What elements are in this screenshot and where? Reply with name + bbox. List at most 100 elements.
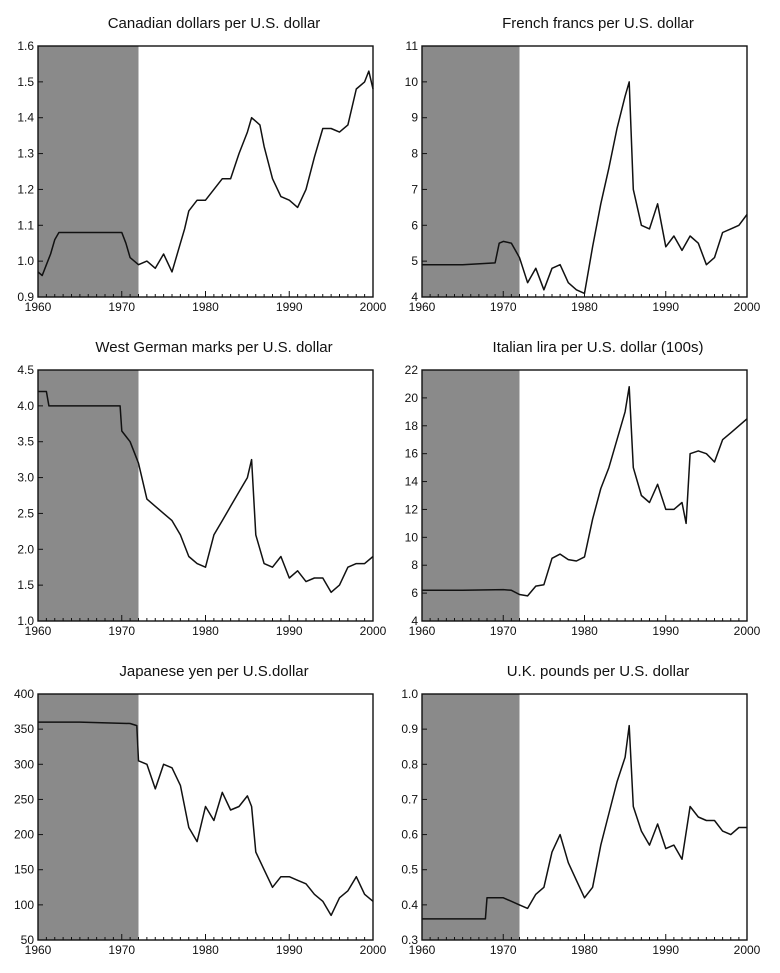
chart-svg: 50 100 150 200 250 300 350 400 1960 1970 1980 1990 2… [14, 687, 387, 957]
shaded-region [38, 370, 139, 621]
chart-title: Italian lira per U.S. dollar (100s) [492, 339, 704, 356]
y-tick-label: 1.1 [17, 218, 34, 232]
y-tick-label: 1.0 [17, 254, 34, 268]
y-tick-label: 7 [411, 182, 418, 196]
y-tick-label: 50 [21, 933, 35, 947]
y-tick-label: 0.9 [401, 722, 418, 736]
chart-panel-dem: West German marks per U.S. dollar 1.0 1.5… [0, 324, 390, 648]
y-tick-label: 10 [405, 75, 419, 89]
chart-panel-frf: French francs per U.S. dollar 4 5 6 7 8 9 10 11… [390, 0, 780, 324]
chart-panel-cad: Canadian dollars per U.S. dollar 0.9 1.0 1… [0, 0, 390, 324]
y-tick-label: 4 [411, 614, 418, 628]
chart-svg: 1.0 1.5 2.0 2.5 3.0 3.5 4.0 4.5 1960 1970 1980 1990… [17, 363, 387, 638]
x-tick-label: 2000 [734, 943, 761, 957]
x-tick-label: 1980 [571, 943, 598, 957]
x-tick-label: 1990 [652, 624, 679, 638]
x-tick-label: 1960 [25, 943, 52, 957]
y-tick-label: 20 [405, 391, 419, 405]
y-tick-label: 150 [14, 863, 34, 877]
chart-title: French francs per U.S. dollar [502, 15, 694, 32]
y-tick-label: 2.5 [17, 506, 34, 520]
x-tick-label: 1980 [571, 624, 598, 638]
y-tick-label: 1.5 [17, 578, 34, 592]
x-tick-label: 1990 [276, 624, 303, 638]
chart-svg: 0.9 1.0 1.1 1.2 1.3 1.4 1.5 1.6 1960 1970 1980 1990… [17, 39, 387, 314]
x-tick-label: 2000 [360, 300, 387, 314]
y-tick-label: 400 [14, 687, 34, 701]
x-tick-label: 1960 [25, 624, 52, 638]
shaded-region [38, 694, 139, 940]
y-tick-label: 2.0 [17, 542, 34, 556]
y-tick-label: 1.5 [17, 75, 34, 89]
series-line [37, 70, 374, 277]
shaded-region [422, 694, 520, 940]
y-tick-label: 11 [406, 39, 419, 53]
y-tick-label: 14 [405, 475, 419, 489]
y-tick-label: 0.8 [401, 757, 418, 771]
x-tick-label: 1990 [276, 943, 303, 957]
x-tick-label: 2000 [360, 624, 387, 638]
x-tick-label: 1970 [108, 624, 135, 638]
y-tick-label: 9 [411, 111, 418, 125]
shaded-region [422, 370, 520, 621]
y-tick-label: 0.4 [401, 898, 418, 912]
x-tick-label: 1970 [490, 624, 517, 638]
chart-title: U.K. pounds per U.S. dollar [506, 663, 690, 680]
y-tick-label: 1.0 [401, 687, 418, 701]
x-tick-label: 1960 [409, 624, 436, 638]
y-tick-label: 0.7 [401, 792, 418, 806]
chart-title: Canadian dollars per U.S. dollar [107, 15, 321, 32]
y-tick-label: 22 [405, 363, 419, 377]
y-tick-label: 6 [411, 586, 418, 600]
y-tick-label: 4.5 [17, 363, 34, 377]
y-tick-label: 10 [405, 530, 419, 544]
x-tick-label: 2000 [734, 624, 761, 638]
y-tick-label: 6 [411, 218, 418, 232]
x-tick-label: 1970 [490, 300, 517, 314]
y-tick-label: 200 [14, 828, 34, 842]
series-line [422, 724, 747, 920]
x-tick-label: 1990 [652, 943, 679, 957]
chart-title: West German marks per U.S. dollar [95, 339, 333, 356]
x-tick-label: 1980 [571, 300, 598, 314]
y-tick-label: 8 [411, 558, 418, 572]
y-tick-label: 0.9 [17, 290, 34, 304]
y-tick-label: 3.5 [17, 435, 34, 449]
y-tick-label: 18 [405, 419, 419, 433]
series-line [38, 390, 374, 594]
x-tick-label: 1980 [192, 624, 219, 638]
y-tick-label: 0.5 [401, 863, 418, 877]
y-tick-label: 1.4 [17, 111, 34, 125]
x-tick-label: 1970 [108, 300, 135, 314]
y-tick-label: 350 [14, 722, 34, 736]
x-tick-label: 1960 [409, 943, 436, 957]
y-tick-label: 4 [411, 290, 418, 304]
chart-svg: 4 5 6 7 8 9 10 11 1960 1970 1980 1990 2000 [405, 39, 761, 314]
x-tick-label: 1980 [192, 300, 219, 314]
y-tick-label: 4.0 [17, 399, 34, 413]
chart-svg: 4 6 8 10 12 14 16 18 20 22 1960 1970 1980 1990 2000 [405, 363, 761, 638]
y-tick-label: 1.6 [17, 39, 34, 53]
y-tick-label: 3.0 [17, 471, 34, 485]
x-tick-label: 1960 [409, 300, 436, 314]
x-tick-label: 1960 [25, 300, 52, 314]
x-tick-label: 1970 [490, 943, 517, 957]
chart-panel-jpy: Japanese yen per U.S.dollar 50 100 150 200 2… [0, 648, 390, 973]
series-line [422, 81, 748, 295]
y-tick-label: 1.0 [17, 614, 34, 628]
y-tick-label: 1.3 [17, 147, 34, 161]
chart-panel-itl: Italian lira per U.S. dollar (100s) 4 6 8 1… [390, 324, 780, 648]
y-tick-label: 8 [411, 147, 418, 161]
series-line [422, 385, 748, 597]
y-tick-label: 12 [405, 502, 419, 516]
shaded-region [38, 46, 139, 297]
chart-title: Japanese yen per U.S.dollar [119, 663, 309, 680]
y-tick-label: 5 [411, 254, 418, 268]
y-tick-label: 100 [14, 898, 34, 912]
y-tick-label: 300 [14, 757, 34, 771]
y-tick-label: 250 [14, 792, 34, 806]
chart-panel-gbp: U.K. pounds per U.S. dollar 0.3 0.4 0.5 0.6… [390, 648, 780, 973]
y-tick-label: 1.2 [17, 182, 34, 196]
chart-svg: 0.3 0.4 0.5 0.6 0.7 0.8 0.9 1.0 1960 1970 1980 1990… [401, 687, 761, 957]
